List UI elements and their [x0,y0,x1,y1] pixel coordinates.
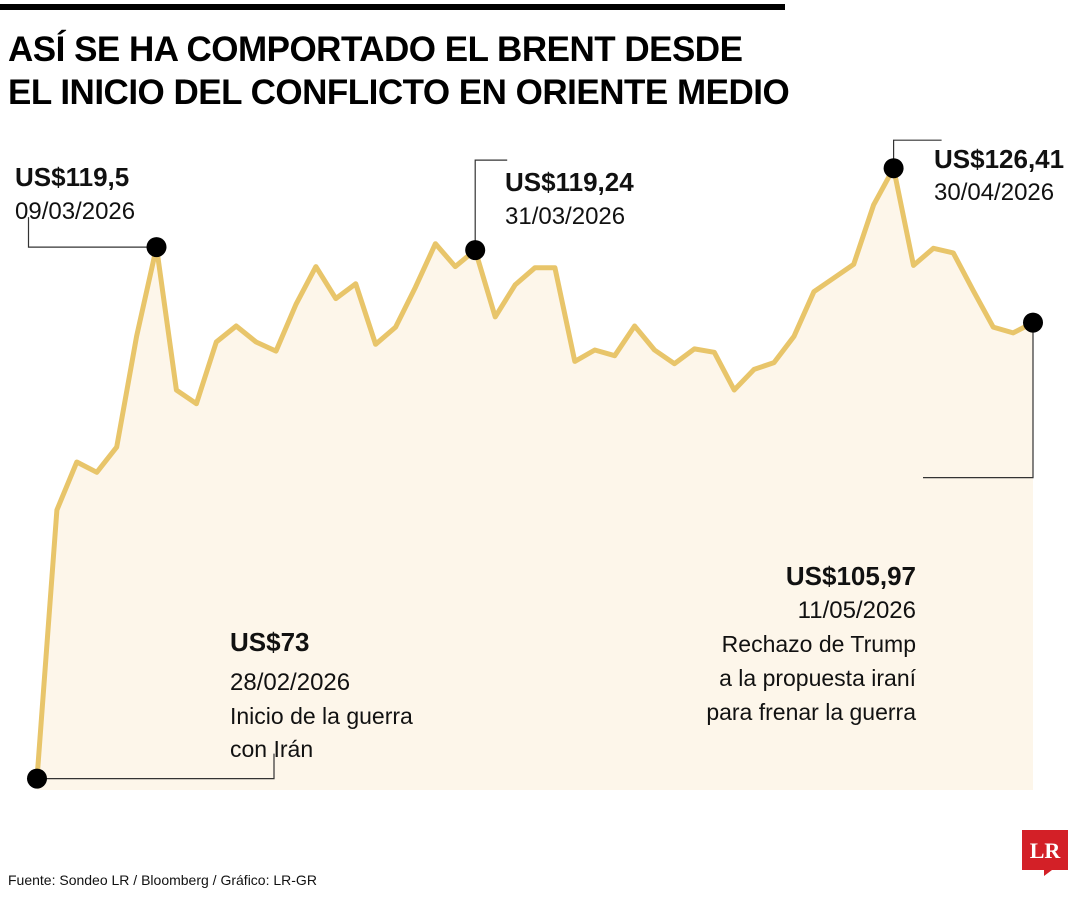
annotation-date-start: 28/02/2026 [230,669,350,696]
price-line [34,165,1036,782]
source-note: Fuente: Sondeo LR / Bloomberg / Gráfico:… [8,872,317,888]
annotation-marker-0 [27,768,47,789]
annotation-markers [27,158,1043,789]
annotation-marker-4 [1023,312,1043,333]
annotation-note-start-2: con Irán [230,736,313,762]
annotation-leader-1 [27,217,157,248]
annotation-price-last: US$105,97 [786,561,916,591]
title-line-1: ASÍ SE HA COMPORTADO EL BRENT DESDE [8,30,743,69]
annotation-price-start: US$73 [230,627,310,657]
annotation-price-peak-1: US$119,5 [15,162,129,192]
annotation-note-last-3: para frenar la guerra [706,699,916,725]
annotation-leader-2 [474,159,508,251]
annotation-marker-1 [146,237,167,258]
annotation-marker-2 [465,240,486,261]
annotation-date-peak-1: 09/03/2026 [15,198,135,225]
annotation-marker-3 [883,158,904,179]
price-area [37,168,1033,790]
annotation-price-peak-3: US$126,41 [934,144,1064,174]
annotation-date-last: 11/05/2026 [798,597,916,624]
annotation-note-start-1: Inicio de la guerra [230,703,413,729]
annotation-note-last-2: a la propuesta iraní [719,665,917,691]
lr-logo-badge [1022,830,1068,876]
annotation-date-peak-2: 31/03/2026 [505,203,625,230]
lr-logo-text: LR [1030,838,1062,863]
annotation-note-last-1: Rechazo de Trump [722,631,916,657]
annotation-leader-0 [37,753,275,780]
title-line-2: EL INICIO DEL CONFLICTO EN ORIENTE MEDIO [8,73,790,112]
annotation-leader-4 [923,322,1034,479]
annotation-date-peak-3: 30/04/2026 [934,179,1054,206]
lr-logo: LR [1022,830,1068,876]
top-rule [0,4,785,10]
annotation-leaders [27,139,1034,780]
chart-title: ASÍ SE HA COMPORTADO EL BRENT DESDE EL I… [8,28,808,114]
annotation-price-peak-2: US$119,24 [505,167,634,197]
